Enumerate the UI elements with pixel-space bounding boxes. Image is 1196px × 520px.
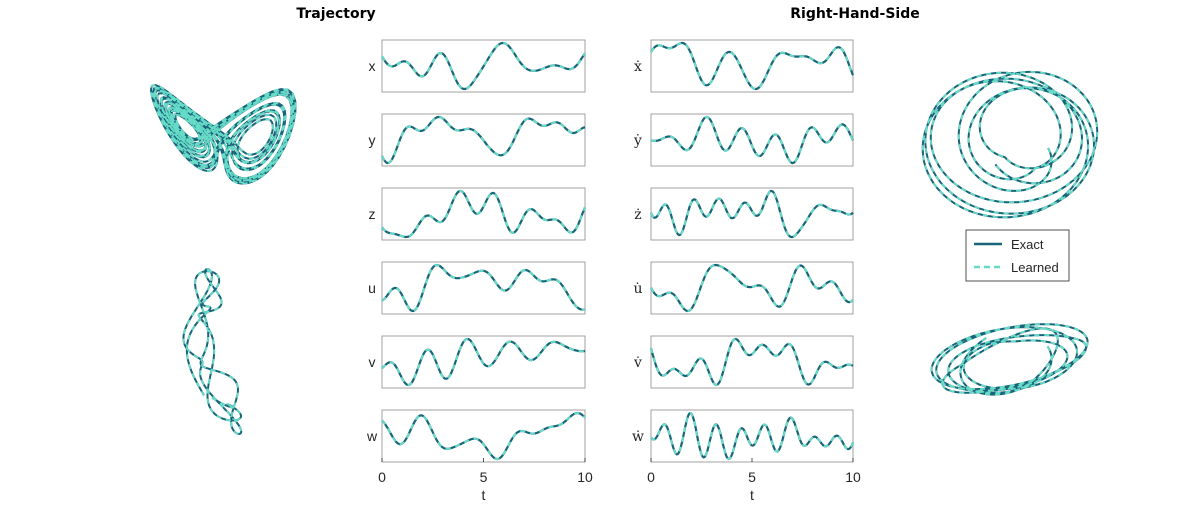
panel-3: u xyxy=(368,261,586,315)
learned-line xyxy=(650,190,854,238)
x-tick-label: 0 xyxy=(378,469,386,485)
rhs-panels: ẋ ẏ ż u̇ v̇ ẇ 0 5 10 t xyxy=(632,39,861,503)
learned-line xyxy=(381,337,586,386)
phase-portrait-bottom-left xyxy=(182,268,243,435)
phase-portraits xyxy=(149,70,1099,435)
panel-label: w xyxy=(366,428,378,444)
panel-3: u̇ xyxy=(633,261,854,315)
learned-path xyxy=(930,323,1089,396)
panel-5: ẇ xyxy=(632,409,855,463)
panel-2: z xyxy=(369,187,587,241)
learned-line xyxy=(650,263,854,313)
learned-path xyxy=(921,71,1099,219)
panel-label: x xyxy=(369,58,376,74)
panel-label: v xyxy=(369,354,376,370)
legend-box xyxy=(965,229,1070,282)
panel-4: v̇ xyxy=(633,335,854,389)
exact-path xyxy=(921,70,1099,219)
x-tick-label: 5 xyxy=(748,469,756,485)
panel-label: ẋ xyxy=(634,59,642,75)
phase-portrait-bottom-right xyxy=(930,323,1089,396)
learned-path xyxy=(182,268,243,435)
panel-label: v̇ xyxy=(633,355,642,371)
learned-line xyxy=(650,116,854,164)
learned-line xyxy=(381,116,586,165)
legend: Exact Learned xyxy=(965,229,1070,282)
learned-line xyxy=(381,42,586,91)
learned-line xyxy=(381,411,586,460)
phase-portrait-top-right xyxy=(921,70,1099,219)
learned-line xyxy=(381,190,586,238)
panel-frame xyxy=(650,39,854,93)
panel-label: u xyxy=(368,280,376,296)
legend-exact-label: Exact xyxy=(1011,237,1044,252)
x-tick-label: 10 xyxy=(577,469,593,485)
panel-frame xyxy=(650,113,854,167)
legend-learned-label: Learned xyxy=(1011,260,1059,275)
panel-5: w xyxy=(366,409,586,463)
x-axis-label: t xyxy=(750,487,754,503)
x-tick-label: 10 xyxy=(845,469,861,485)
panel-4: v xyxy=(369,335,586,389)
rhs-title: Right-Hand-Side xyxy=(790,6,919,22)
panel-label: ẏ xyxy=(633,133,642,149)
panel-label: ẇ xyxy=(632,429,644,445)
panel-0: ẋ xyxy=(634,39,855,93)
panel-frame xyxy=(650,335,854,389)
learned-line xyxy=(650,411,854,461)
learned-path xyxy=(149,84,297,185)
panel-label: ż xyxy=(634,207,641,223)
learned-line xyxy=(381,263,586,313)
trajectory-panels: x y z u v w 0 5 10 t xyxy=(366,39,593,503)
panel-1: y xyxy=(369,113,586,167)
panel-1: ẏ xyxy=(633,113,854,167)
panel-frame xyxy=(381,409,586,463)
panel-frame xyxy=(381,187,586,241)
x-axis-label: t xyxy=(482,487,486,503)
panel-label: y xyxy=(369,132,376,148)
learned-line xyxy=(650,42,854,90)
panel-label: u̇ xyxy=(633,281,642,297)
phase-portrait-top-left xyxy=(149,83,297,185)
trajectory-title: Trajectory xyxy=(296,6,375,22)
panel-2: ż xyxy=(634,187,854,241)
panel-frame xyxy=(650,409,854,463)
x-tick-label: 0 xyxy=(647,469,655,485)
x-tick-label: 5 xyxy=(480,469,488,485)
panel-0: x xyxy=(369,39,586,93)
learned-line xyxy=(650,338,854,387)
panel-label: z xyxy=(369,206,376,222)
